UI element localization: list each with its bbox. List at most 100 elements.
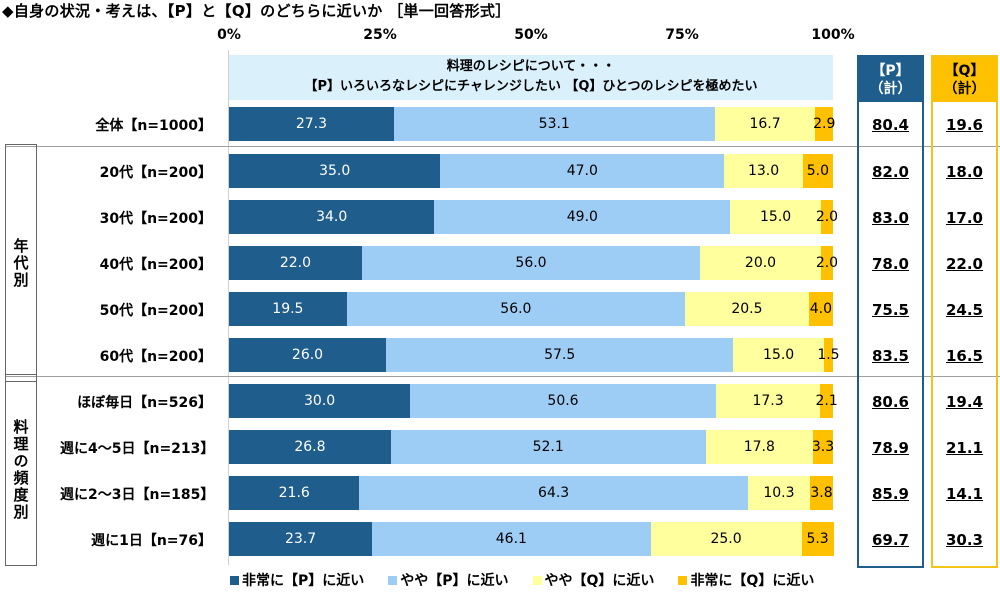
data-label: 25.0 <box>710 531 742 547</box>
group-separator <box>5 376 1000 377</box>
legend-label: やや【Q】に近い <box>544 573 655 589</box>
legend-label: 非常に【Q】に近い <box>690 573 815 589</box>
group-label: 料理の頻度別 <box>5 374 37 566</box>
data-label: 49.0 <box>566 209 598 225</box>
data-label: 46.1 <box>495 531 527 547</box>
q-total-header-line-2: （計） <box>943 80 986 97</box>
subtitle-line-1: 料理のレシピについて・・・ <box>446 59 616 74</box>
legend-item: 非常に【P】に近い <box>230 570 364 590</box>
data-label: 2.1 <box>815 393 838 409</box>
data-label: 10.3 <box>763 485 795 501</box>
legend-swatch-icon <box>388 575 398 585</box>
bar-segment: 27.3 <box>229 107 394 141</box>
legend-label: 非常に【P】に近い <box>242 573 365 589</box>
bar-segment: 49.0 <box>434 200 731 234</box>
bar-segment: 47.0 <box>440 154 725 188</box>
p-total-value: 83.0 <box>871 209 909 227</box>
data-label: 21.6 <box>278 485 310 501</box>
data-label: 35.0 <box>319 163 351 179</box>
q-total-value: 18.0 <box>945 163 983 181</box>
chart-subtitle: 料理のレシピについて・・・ 【P】いろいろなレシピにチャレンジしたい 【Q】ひと… <box>229 55 833 100</box>
q-total-value: 17.0 <box>945 209 983 227</box>
bar-segment: 30.0 <box>229 384 411 418</box>
q-total-value: 16.5 <box>945 347 983 365</box>
data-label: 56.0 <box>500 301 532 317</box>
legend-item: 非常に【Q】に近い <box>678 570 814 590</box>
bar-segment: 4.0 <box>808 292 833 326</box>
data-label: 2.0 <box>815 255 839 271</box>
bar-segment: 35.0 <box>229 154 441 188</box>
category-label: 50代【n=200】 <box>99 303 212 319</box>
data-label: 47.0 <box>566 163 598 179</box>
legend-swatch-icon <box>678 575 688 585</box>
bar-segment: 2.1 <box>816 384 838 418</box>
plot-area <box>228 50 837 565</box>
q-total-value: 22.0 <box>945 255 983 273</box>
subtitle-line-2: 【P】いろいろなレシピにチャレンジしたい 【Q】ひとつのレシピを極めたい <box>304 79 758 94</box>
bar-segment: 64.3 <box>359 476 748 510</box>
data-label: 30.0 <box>304 393 336 409</box>
bar-segment: 3.8 <box>810 476 833 510</box>
data-label: 1.5 <box>817 347 840 363</box>
x-tick-label: 25% <box>363 27 397 43</box>
p-total-value: 82.0 <box>871 163 909 181</box>
bar-segment: 17.8 <box>705 430 814 464</box>
q-total-value: 24.5 <box>945 301 983 319</box>
bar-segment: 20.0 <box>700 246 821 280</box>
legend-item: やや【P】に近い <box>388 570 509 590</box>
p-total-header: 【P】 （計） <box>859 57 922 102</box>
x-tick-label: 75% <box>665 27 699 43</box>
data-label: 5.3 <box>806 531 829 547</box>
group-separator <box>5 146 1000 147</box>
bar-segment: 15.0 <box>733 338 824 372</box>
data-label: 52.1 <box>532 439 564 455</box>
bar-segment: 13.0 <box>724 154 803 188</box>
q-total-header: 【Q】 （計） <box>933 57 996 102</box>
legend-item: やや【Q】に近い <box>532 570 655 590</box>
data-label: 19.5 <box>272 301 304 317</box>
bar-segment: 57.5 <box>386 338 734 372</box>
p-total-header-line-2: （計） <box>869 80 912 97</box>
q-total-value: 30.3 <box>945 531 983 549</box>
data-label: 20.0 <box>744 255 777 271</box>
bar-segment: 53.1 <box>393 107 715 141</box>
data-label: 50.6 <box>547 393 579 409</box>
data-label: 26.8 <box>294 439 326 455</box>
legend-swatch-icon <box>230 575 239 585</box>
bar-segment: 26.0 <box>229 338 387 372</box>
category-label: 週に1日【n=76】 <box>91 533 212 549</box>
bar-segment: 26.8 <box>229 430 391 464</box>
legend-swatch-icon <box>532 575 542 585</box>
bar-segment: 56.0 <box>346 292 685 326</box>
legend: 非常に【P】に近い やや【P】に近い やや【Q】に近い 非常に【Q】に近い <box>230 570 814 590</box>
p-total-value: 78.0 <box>871 255 909 273</box>
p-total-value: 85.9 <box>871 485 909 503</box>
bar-segment: 22.0 <box>229 246 362 280</box>
category-label: 週に4～5日【n=213】 <box>60 441 215 457</box>
p-total-value: 80.6 <box>871 393 909 411</box>
p-total-value: 78.9 <box>871 439 909 457</box>
bar-segment: 46.1 <box>372 522 651 556</box>
category-label: 40代【n=200】 <box>99 257 212 273</box>
q-total-value: 21.1 <box>945 439 983 457</box>
bar-segment: 3.3 <box>812 430 834 464</box>
bar-segment: 2.9 <box>813 107 835 141</box>
q-total-header-line-1: 【Q】 <box>944 62 985 79</box>
group-label: 年代別 <box>5 144 37 382</box>
data-label: 5.0 <box>806 163 830 179</box>
q-total-value: 14.1 <box>945 485 983 503</box>
p-total-value: 80.4 <box>871 116 909 134</box>
x-tick-label: 100% <box>811 27 855 43</box>
category-label: 週に2～3日【n=185】 <box>60 487 215 503</box>
p-total-column: 【P】 （計） 80.4 82.0 83.0 78.0 75.5 83.5 80.6 78.9… <box>857 55 924 568</box>
category-label: 20代【n=200】 <box>99 165 212 181</box>
data-label: 20.5 <box>731 301 763 317</box>
data-label: 13.0 <box>747 163 780 179</box>
bar-segment: 17.3 <box>715 384 821 418</box>
p-total-value: 69.7 <box>871 531 909 549</box>
category-label: 30代【n=200】 <box>99 211 212 227</box>
data-label: 56.0 <box>515 255 547 271</box>
data-label: 27.3 <box>295 116 328 132</box>
bar-segment: 16.7 <box>714 107 816 141</box>
bar-segment: 52.1 <box>390 430 706 464</box>
